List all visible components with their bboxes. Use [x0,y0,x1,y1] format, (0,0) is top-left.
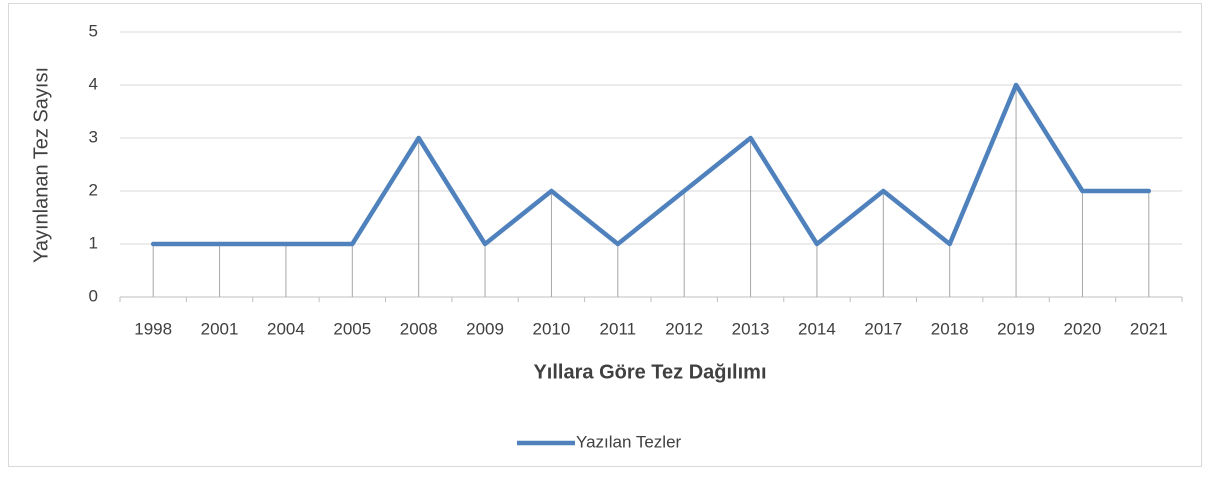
x-tick-label: 2009 [466,319,504,338]
x-tick-label: 2013 [732,319,770,338]
x-tick-label: 2018 [931,319,969,338]
x-tick-label: 2005 [333,319,371,338]
x-tick-label: 2001 [201,319,239,338]
y-tick-label: 1 [89,233,98,252]
y-tick-label: 3 [89,127,98,146]
x-tick-label: 2019 [997,319,1035,338]
x-tick-label: 2008 [400,319,438,338]
y-tick-label: 0 [89,286,98,305]
y-axis-title: Yayınlanan Tez Sayısı [30,67,52,263]
x-tick-label: 2021 [1130,319,1168,338]
x-tick-label: 2017 [864,319,902,338]
y-tick-label: 4 [89,74,98,93]
x-tick-label: 2004 [267,319,305,338]
x-tick-label: 2011 [600,319,637,338]
x-tick-label: 1998 [134,319,172,338]
y-tick-label: 5 [89,21,98,40]
series-line [150,82,1152,247]
legend-label: Yazılan Tezler [576,432,682,451]
x-tick-label: 2010 [533,319,571,338]
x-tick-label: 2012 [665,319,703,338]
y-tick-label: 2 [89,180,98,199]
x-axis-title: Yıllara Göre Tez Dağılımı [533,361,766,383]
x-tick-label: 2020 [1064,319,1102,338]
x-tick-label: 2014 [798,319,836,338]
